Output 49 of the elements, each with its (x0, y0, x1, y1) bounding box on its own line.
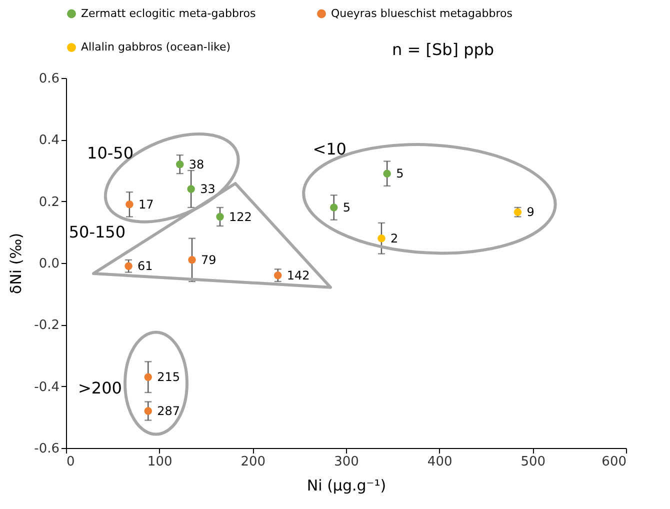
x-tick-label: 500 (520, 454, 546, 470)
annotation: 33 (200, 182, 216, 196)
point (124, 262, 132, 270)
legend-label: Zermatt eclogitic meta-gabbros (81, 6, 256, 20)
point (378, 234, 386, 242)
x-tick-label: 300 (334, 454, 359, 470)
annotation: 142 (286, 268, 310, 282)
annotation: 50-150 (68, 222, 126, 242)
y-tick-label: 0.6 (38, 72, 60, 86)
x-tick-label: 400 (427, 454, 452, 470)
x-tick-label: 600 (602, 454, 626, 470)
annotation: 61 (138, 259, 153, 274)
legend-label: Queyras blueschist metagabbros (331, 6, 513, 20)
annotation: 2 (390, 231, 398, 246)
annotation: 122 (229, 210, 252, 224)
point (176, 160, 184, 168)
y-axis-title: δNi (‰) (7, 232, 26, 294)
point (188, 256, 196, 264)
annotation: 287 (157, 404, 180, 418)
annotation: <10 (312, 139, 346, 158)
point (274, 271, 282, 280)
annotation: >200 (78, 378, 122, 398)
annotation: 9 (526, 205, 534, 220)
point (144, 373, 152, 381)
annotation: 215 (157, 370, 180, 384)
x-tick-label: 100 (147, 454, 172, 470)
point (126, 200, 134, 208)
annotation: 5 (342, 200, 351, 214)
point (144, 407, 152, 415)
annotation: 10-50 (87, 144, 134, 163)
point (330, 204, 338, 212)
x-tick-label: 200 (240, 454, 266, 470)
annotation: 38 (188, 157, 204, 172)
y-tick-label: 0.2 (38, 194, 60, 210)
y-tick-label: 0.4 (38, 133, 60, 148)
legend-label: Allalin gabbros (ocean-like) (81, 40, 231, 54)
x-tick-label: 0 (66, 454, 75, 470)
y-tick-label: 0.0 (38, 256, 60, 272)
x-axis-title: Ni (µg.g⁻¹) (306, 476, 386, 494)
point (187, 185, 195, 193)
annotation: 5 (396, 166, 404, 181)
y-tick-label: -0.6 (34, 442, 60, 456)
point (216, 212, 224, 221)
annotation: 79 (201, 252, 216, 267)
text: n = [Sb] ppb (392, 40, 494, 59)
y-tick-label: -0.2 (34, 318, 60, 334)
annotation: 17 (138, 197, 154, 212)
point (383, 170, 391, 178)
y-tick-label: -0.4 (34, 380, 60, 395)
